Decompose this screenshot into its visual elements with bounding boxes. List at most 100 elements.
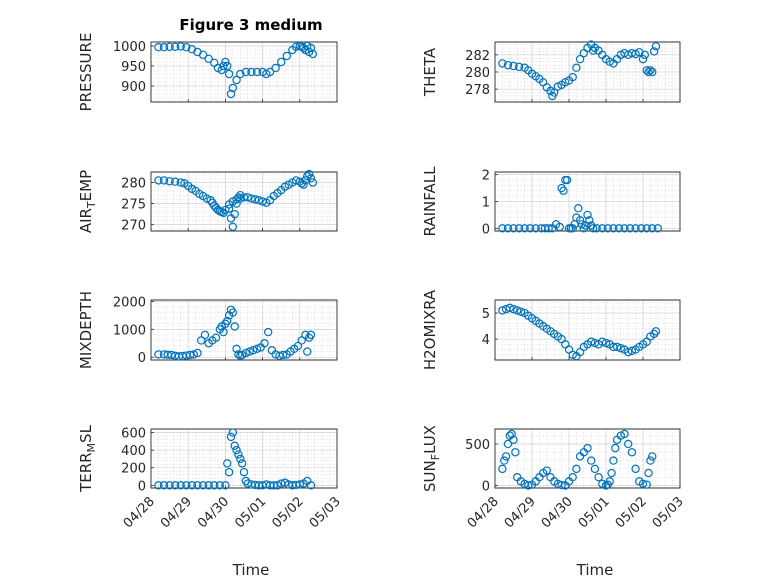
data-point <box>498 464 507 474</box>
data-point <box>165 481 174 490</box>
x-tick-label: 04/28 <box>121 494 158 531</box>
data-point <box>612 342 622 352</box>
x-tick-label: 05/01 <box>576 494 613 531</box>
y-tick-label: 275 <box>121 198 146 213</box>
x-tick-label: 05/02 <box>270 494 307 531</box>
data-point <box>646 66 655 75</box>
data-point <box>252 344 262 354</box>
y-axis-label: H2OMIXRA <box>421 289 439 370</box>
data-point <box>170 481 180 490</box>
data-point <box>498 306 507 315</box>
data-point <box>217 65 226 75</box>
data-point <box>278 350 288 360</box>
data-point <box>221 481 230 490</box>
data-point <box>625 224 635 233</box>
data-point <box>500 456 509 465</box>
data-point <box>228 428 238 437</box>
y-axis-label: TERRMSL <box>77 424 98 493</box>
data-point <box>293 341 303 351</box>
data-point <box>193 481 202 490</box>
data-point <box>224 69 234 79</box>
data-point <box>649 329 659 339</box>
data-point <box>224 467 234 477</box>
figure-title: Figure 3 medium <box>179 16 322 34</box>
data-point <box>306 174 316 183</box>
subplot-theta: 278 280 282 THETA <box>421 40 681 103</box>
data-point <box>159 176 169 185</box>
data-point <box>646 456 655 465</box>
data-point <box>269 481 278 490</box>
data-point <box>245 347 254 356</box>
data-point <box>509 224 518 233</box>
data-point <box>154 43 163 52</box>
data-point <box>605 477 614 486</box>
data-point <box>601 338 611 348</box>
data-point <box>204 481 213 490</box>
data-point <box>254 196 264 205</box>
subplot-air-temp: 270 275 280 AIRTEMP <box>77 169 338 234</box>
data-point <box>640 50 650 60</box>
data-point <box>249 346 258 355</box>
data-point <box>230 209 239 219</box>
data-point <box>204 54 213 64</box>
data-point <box>301 176 310 185</box>
data-point <box>159 481 169 490</box>
data-point <box>236 190 245 200</box>
plot-frame <box>494 428 681 489</box>
data-point <box>568 72 577 82</box>
x-tick-label: 04/29 <box>502 494 539 531</box>
data-point <box>221 57 230 67</box>
data-point <box>182 481 191 490</box>
data-point <box>509 304 518 314</box>
data-point <box>588 224 598 233</box>
data-point <box>228 308 238 317</box>
y-tick-label: 0 <box>138 351 146 366</box>
data-point <box>232 344 241 354</box>
data-point <box>228 83 238 93</box>
data-point <box>260 339 269 348</box>
x-tick-label: 05/03 <box>307 494 344 531</box>
data-point <box>182 43 191 52</box>
plot-frame <box>150 41 338 103</box>
data-point <box>159 43 169 52</box>
data-point <box>306 481 316 490</box>
data-point <box>154 176 163 185</box>
y-tick-label: 1 <box>482 196 490 211</box>
data-point <box>644 468 653 478</box>
data-point <box>306 43 316 53</box>
data-point <box>638 479 648 489</box>
data-point <box>577 220 587 229</box>
data-point <box>219 327 228 337</box>
data-point <box>651 42 661 51</box>
data-point <box>520 224 529 233</box>
data-point <box>642 224 651 233</box>
data-point <box>154 481 163 490</box>
data-point <box>583 443 592 453</box>
y-tick-label: 500 <box>465 438 490 453</box>
data-point <box>250 195 260 204</box>
data-point <box>588 46 598 55</box>
data-point <box>557 480 566 490</box>
data-point <box>176 42 185 51</box>
data-point <box>513 306 522 315</box>
data-point <box>651 327 661 336</box>
data-point <box>232 75 241 85</box>
y-tick-label: 400 <box>121 444 146 459</box>
data-point <box>303 347 312 356</box>
data-point <box>230 441 239 450</box>
y-tick-label: 0 <box>138 479 146 494</box>
y-axis-label: MIXDEPTH <box>77 291 95 369</box>
data-point <box>304 169 314 179</box>
data-point <box>627 448 637 457</box>
data-point <box>638 54 648 64</box>
data-point <box>609 456 618 465</box>
data-point <box>620 429 629 439</box>
data-point <box>234 450 243 459</box>
data-point <box>648 224 657 233</box>
data-point <box>503 224 513 233</box>
data-point <box>585 216 594 225</box>
data-point <box>598 224 607 233</box>
data-point <box>176 481 185 490</box>
data-point <box>265 67 275 77</box>
data-point <box>193 348 202 358</box>
